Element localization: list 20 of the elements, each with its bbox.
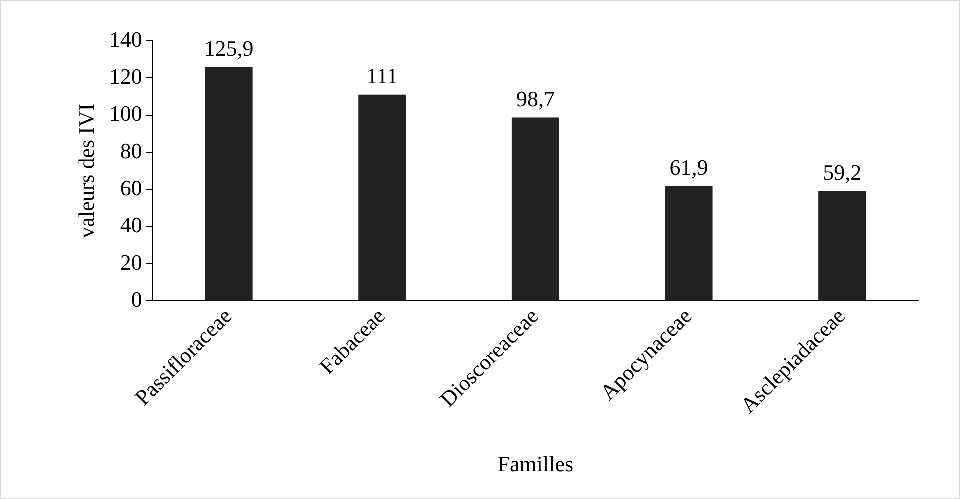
y-tick-label: 140 — [109, 26, 142, 52]
bar — [818, 191, 866, 301]
data-label: 61,9 — [670, 154, 708, 180]
y-tick-label: 80 — [120, 138, 142, 164]
bar — [665, 186, 713, 301]
bar — [205, 67, 253, 301]
x-axis-title: Familles — [498, 452, 574, 477]
data-label: 98,7 — [516, 86, 555, 112]
bar — [358, 94, 406, 301]
y-tick-label: 100 — [109, 101, 142, 126]
data-label: 125,9 — [204, 36, 254, 61]
bar — [512, 118, 560, 301]
y-tick-label: 20 — [120, 250, 142, 275]
y-tick-label: 120 — [109, 64, 142, 89]
y-tick-label: 40 — [120, 212, 142, 238]
y-axis-title: valeurs des IVI — [74, 104, 99, 238]
y-tick-label: 0 — [131, 286, 142, 312]
data-label: 111 — [366, 64, 398, 89]
y-tick-label: 60 — [120, 175, 142, 200]
data-label: 59,2 — [823, 160, 862, 185]
